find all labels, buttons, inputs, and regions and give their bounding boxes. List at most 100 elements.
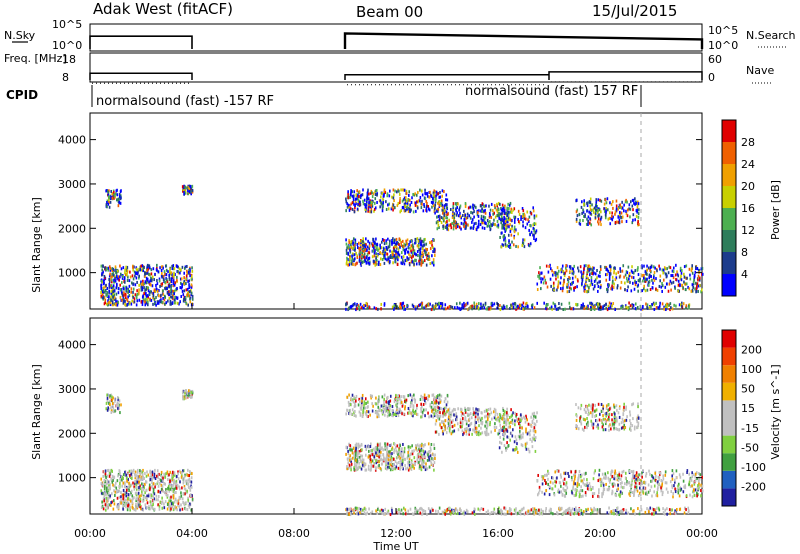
echo-point — [184, 266, 186, 270]
echo-point — [522, 224, 524, 228]
echo-point — [381, 458, 384, 462]
echo-point — [367, 415, 369, 419]
echo-point — [433, 414, 436, 418]
echo-point — [437, 223, 440, 227]
echo-point — [382, 202, 384, 206]
echo-point — [432, 306, 435, 310]
echo-point — [637, 215, 640, 219]
echo-point — [509, 223, 511, 227]
echo-point — [149, 500, 152, 504]
echo-point — [507, 210, 510, 214]
echo-point — [603, 207, 606, 211]
echo-point — [391, 464, 394, 468]
echo-point — [606, 290, 609, 294]
echo-point — [635, 201, 638, 205]
echo-point — [504, 217, 506, 221]
echo-point — [357, 467, 359, 471]
echo-point — [369, 205, 372, 209]
echo-point — [484, 221, 486, 225]
echo-point — [182, 477, 184, 481]
echo-point — [522, 305, 525, 309]
echo-point — [371, 255, 374, 259]
echo-point — [385, 241, 388, 245]
echo-point — [139, 497, 142, 501]
echo-point — [369, 201, 371, 205]
echo-point — [467, 223, 469, 227]
echo-point — [178, 267, 181, 271]
echo-point — [177, 501, 180, 505]
echo-point — [425, 209, 428, 213]
echo-point — [402, 450, 405, 454]
echo-point — [503, 238, 505, 242]
echo-point — [145, 267, 148, 271]
echo-point — [138, 291, 140, 295]
echo-point — [645, 302, 647, 306]
echo-point — [672, 280, 675, 284]
echo-point — [375, 396, 377, 400]
echo-point — [362, 242, 365, 246]
echo-point — [114, 279, 117, 283]
ytick-label: 1000 — [58, 267, 86, 280]
echo-point — [368, 262, 371, 266]
echo-point — [365, 448, 368, 452]
echo-point — [424, 188, 426, 192]
echo-point — [487, 307, 490, 311]
echo-point — [156, 289, 159, 293]
echo-point — [110, 286, 113, 290]
echo-point — [111, 269, 114, 273]
echo-point — [112, 286, 115, 290]
echo-point — [353, 202, 355, 206]
echo-point — [466, 412, 469, 416]
echo-point — [618, 213, 621, 217]
echo-point — [134, 271, 137, 275]
echo-point — [431, 393, 434, 397]
echo-point — [374, 261, 377, 265]
echo-point — [132, 295, 134, 299]
echo-point — [408, 207, 411, 211]
echo-point — [473, 215, 475, 219]
echo-point — [136, 476, 139, 480]
echo-point — [512, 305, 515, 309]
echo-point — [361, 243, 364, 247]
echo-point — [433, 412, 436, 416]
echo-point — [116, 505, 118, 509]
echo-point — [362, 458, 365, 462]
echo-point — [127, 287, 130, 291]
echo-point — [102, 270, 104, 274]
echo-point — [407, 198, 410, 202]
echo-point — [584, 215, 586, 219]
echo-point — [464, 201, 467, 205]
echo-point — [351, 254, 353, 258]
echo-point — [353, 467, 356, 471]
echo-point — [561, 264, 564, 268]
echo-point — [190, 187, 192, 191]
echo-point — [487, 221, 490, 225]
echo-point — [571, 276, 574, 280]
echo-point — [517, 245, 519, 249]
echo-point — [422, 255, 424, 259]
echo-point — [592, 287, 595, 291]
echo-point — [431, 243, 433, 247]
echo-point — [100, 286, 103, 290]
echo-point — [438, 414, 440, 418]
echo-point — [347, 196, 350, 200]
echo-point — [396, 406, 398, 410]
echo-point — [608, 277, 611, 281]
echo-point — [499, 202, 501, 206]
echo-point — [569, 276, 571, 280]
echo-point — [540, 280, 543, 284]
echo-point — [378, 260, 380, 264]
echo-point — [438, 393, 441, 397]
echo-point — [672, 270, 675, 274]
echo-point — [128, 284, 131, 288]
echo-point — [572, 272, 575, 276]
echo-point — [105, 476, 107, 480]
echo-point — [486, 431, 488, 435]
echo-point — [407, 394, 410, 398]
echo-point — [350, 459, 353, 463]
echo-point — [357, 245, 359, 249]
echo-point — [125, 488, 128, 492]
echo-point — [607, 283, 609, 287]
colorbar-swatch — [722, 142, 736, 164]
echo-point — [529, 210, 532, 214]
